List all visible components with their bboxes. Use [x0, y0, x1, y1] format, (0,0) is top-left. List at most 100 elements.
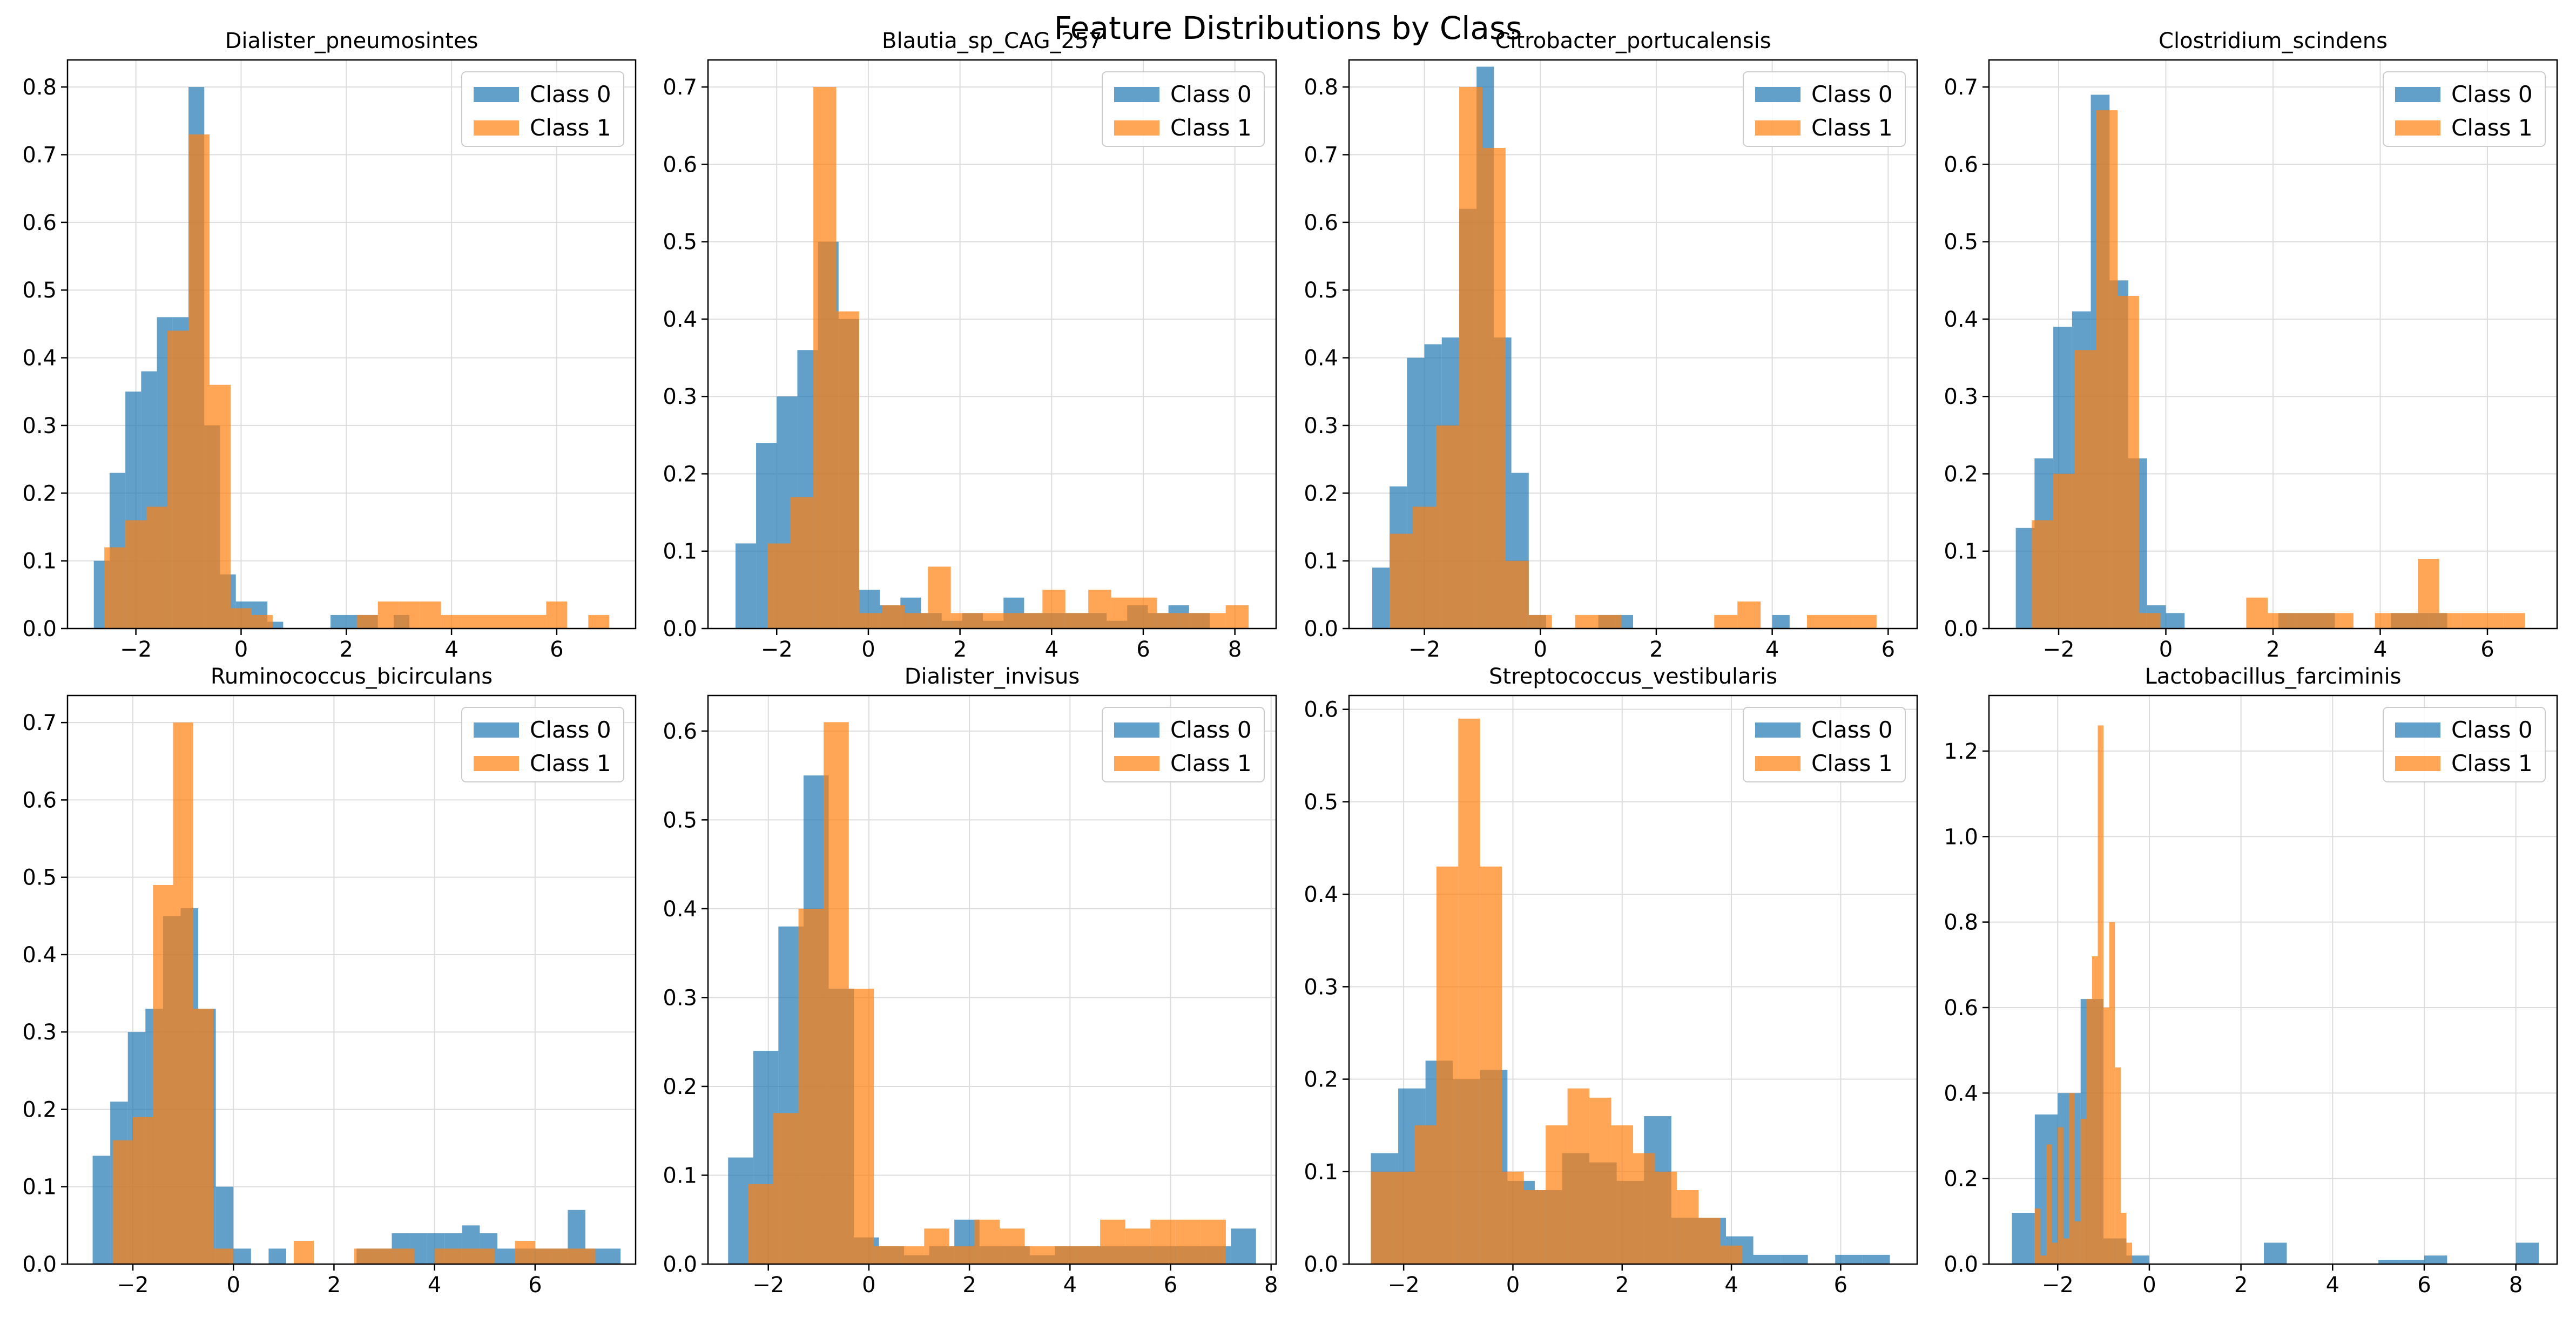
histogram-bars: [2015, 94, 2525, 629]
x-tick-label: 0: [862, 1273, 875, 1298]
y-tick-label: 0.0: [663, 1252, 697, 1277]
panel-title: Dialister_invisus: [905, 664, 1080, 689]
histogram-bar-class1: [546, 601, 568, 629]
histogram-bar-class0: [233, 1248, 251, 1264]
legend-label-class1: Class 1: [2451, 114, 2533, 141]
x-tick-label: 2: [962, 1273, 976, 1298]
y-tick-label: 0.0: [22, 617, 57, 641]
y-tick-label: 0.5: [663, 808, 697, 833]
histogram-bar-class1: [1830, 614, 1853, 629]
histogram-bar-class1: [1480, 866, 1502, 1264]
panel-title: Dialister_pneumosintes: [225, 29, 478, 53]
histogram-bar-class1: [2075, 1221, 2081, 1264]
panel-title: Streptococcus_vestibularis: [1489, 664, 1777, 689]
histogram-bar-class1: [575, 1248, 596, 1264]
histogram-bar-class1: [790, 497, 814, 629]
histogram-bar-class1: [748, 1184, 774, 1264]
histogram-bar-class1: [974, 613, 997, 629]
histogram-bar-class1: [2332, 613, 2354, 629]
y-tick-label: 0.0: [22, 1252, 57, 1277]
histogram-bar-class1: [1459, 87, 1482, 629]
x-tick-label: 6: [1164, 1273, 1177, 1298]
histogram-bar-class1: [1019, 613, 1043, 629]
y-tick-label: 0.2: [663, 462, 697, 487]
legend-label-class0: Class 0: [1170, 717, 1252, 743]
legend-swatch-class0: [474, 722, 519, 738]
legend-label-class1: Class 1: [1811, 750, 1893, 776]
y-tick-label: 0.1: [22, 549, 57, 574]
histogram-bar-class1: [1436, 866, 1459, 1264]
y-tick-label: 0.4: [22, 346, 57, 371]
histogram-bar-class1: [1413, 506, 1437, 629]
x-tick-label: 6: [1136, 637, 1150, 662]
y-tick-label: 0.2: [1304, 1068, 1338, 1092]
y-tick-label: 0.8: [22, 75, 57, 100]
y-tick-label: 0.1: [1304, 1160, 1338, 1185]
histogram-bar-class1: [1567, 1088, 1590, 1264]
histogram-bar-class1: [767, 543, 791, 629]
legend-label-class1: Class 1: [1170, 750, 1252, 776]
histogram-bar-class1: [399, 601, 420, 629]
y-tick-label: 0.5: [1304, 278, 1338, 303]
histogram-bar-class1: [813, 87, 837, 629]
histogram-bar-class1: [1111, 597, 1134, 629]
histogram-bar-class1: [213, 1248, 234, 1264]
x-tick-label: −2: [117, 1273, 149, 1298]
histogram-bar-class0: [2401, 1260, 2424, 1264]
y-tick-label: 0.3: [663, 384, 697, 409]
x-tick-label: 2: [953, 637, 967, 662]
axes-frame: [66, 694, 637, 1265]
legend-swatch-class1: [474, 120, 519, 136]
legend: Class 0 Class 1: [2383, 707, 2546, 782]
histogram-bar-class1: [2482, 613, 2504, 629]
histogram-bar-class1: [2074, 350, 2096, 629]
histogram-bar-class1: [824, 722, 849, 1264]
x-tick-label: 4: [2326, 1273, 2339, 1298]
histogram-bar-class1: [1502, 1171, 1524, 1264]
histogram-bar-class1: [949, 1246, 975, 1264]
histogram-bar-class1: [356, 614, 378, 629]
histogram-bar-class1: [1737, 601, 1761, 629]
chart-panel-0: −2 0 2 4 6 0.0 0.1 0.2 0.3 0.4 0.5 0.6 0.7 0.8 Dialist…: [22, 29, 637, 662]
histogram-bar-class0: [2424, 1255, 2447, 1264]
histogram-bar-class1: [230, 608, 252, 629]
legend-swatch-class0: [1755, 722, 1800, 738]
legend-label-class0: Class 0: [1811, 717, 1893, 743]
legend-label-class0: Class 0: [1811, 81, 1893, 107]
histogram-bar-class1: [2086, 999, 2092, 1264]
histogram-bar-class0: [2378, 1260, 2402, 1264]
legend: Class 0 Class 1: [461, 71, 624, 147]
histogram-bar-class1: [293, 1241, 314, 1264]
histogram-bar-class1: [104, 547, 126, 629]
y-tick-label: 0.5: [1304, 790, 1338, 815]
legend-label-class0: Class 0: [2451, 81, 2533, 107]
x-tick-label: −2: [1388, 1273, 1420, 1298]
legend-label-class1: Class 1: [1811, 114, 1893, 141]
legend: Class 0 Class 1: [1743, 707, 1906, 782]
histogram-bar-class1: [1201, 1219, 1226, 1264]
x-tick-label: 4: [1765, 637, 1779, 662]
x-tick-label: 4: [1045, 637, 1058, 662]
histogram-bar-class0: [1772, 614, 1790, 629]
histogram-bar-class1: [2032, 520, 2054, 629]
histogram-bar-class0: [1231, 1228, 1256, 1264]
histogram-bar-class1: [1179, 613, 1203, 629]
histogram-bar-class1: [167, 330, 189, 629]
histogram-bar-class1: [1392, 1171, 1415, 1264]
histogram-bar-class1: [1853, 614, 1877, 629]
y-tick-label: 0.0: [1304, 1252, 1338, 1277]
legend-label-class1: Class 1: [2451, 750, 2533, 776]
legend-label-class1: Class 1: [1170, 114, 1252, 141]
histogram-bar-class1: [112, 1140, 133, 1264]
histogram-bar-class1: [2040, 1255, 2047, 1264]
y-tick-label: 0.2: [22, 1097, 57, 1122]
x-tick-label: −2: [752, 1273, 784, 1298]
x-tick-label: 0: [1534, 637, 1547, 662]
histogram-bars: [93, 87, 610, 629]
y-tick-label: 0.7: [1304, 143, 1338, 168]
x-tick-label: 0: [234, 637, 248, 662]
histogram-bar-class1: [882, 605, 905, 629]
legend-swatch-class1: [1755, 120, 1800, 136]
histogram-bar-class1: [535, 1248, 556, 1264]
y-tick-label: 1.2: [1944, 739, 1978, 764]
